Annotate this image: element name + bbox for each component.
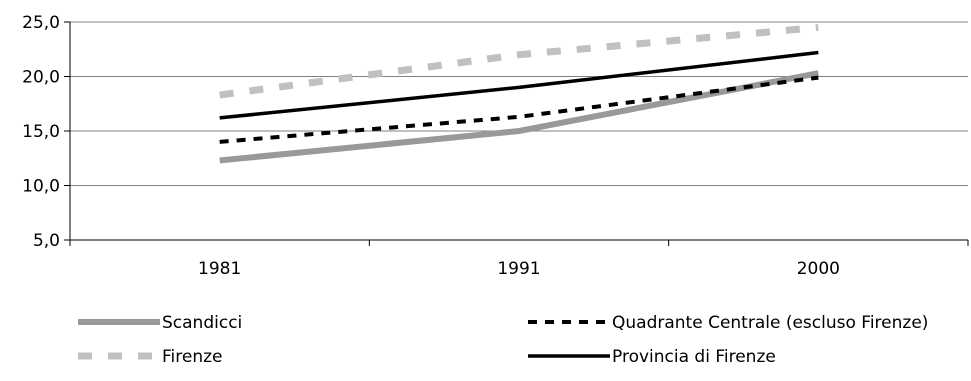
series-line	[219, 50, 819, 120]
legend-label: Scandicci	[162, 313, 242, 333]
axes: 5,0 10,0 15,0 20,0 25,0 1981 1991 2000	[22, 13, 969, 279]
series-lines	[219, 23, 819, 164]
series-line	[219, 75, 819, 144]
legend: Scandicci Quadrante Centrale (escluso Fir…	[78, 313, 928, 367]
x-tick-label: 1991	[497, 259, 540, 279]
gridlines	[70, 21, 968, 186]
y-tick-label: 20,0	[22, 68, 60, 88]
y-tick-label: 15,0	[22, 122, 60, 142]
y-tick-label: 25,0	[22, 13, 60, 33]
series-line	[219, 23, 819, 99]
legend-label: Provincia di Firenze	[612, 347, 776, 367]
legend-label: Firenze	[162, 347, 223, 367]
legend-label: Quadrante Centrale (escluso Firenze)	[612, 313, 928, 333]
x-tick-label: 1981	[198, 259, 241, 279]
x-tick-label: 2000	[797, 259, 840, 279]
y-tick-label: 10,0	[22, 177, 60, 197]
y-tick-label: 5,0	[33, 231, 60, 251]
